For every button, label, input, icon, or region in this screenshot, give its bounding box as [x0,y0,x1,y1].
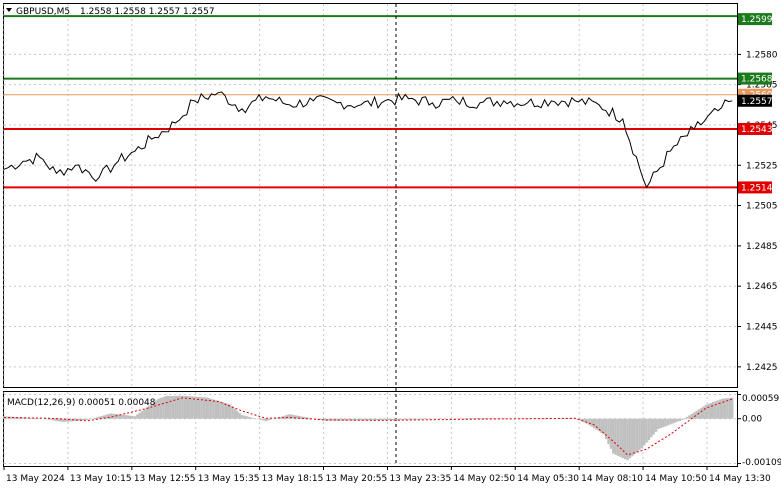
price-panel-frame [3,3,738,388]
resistance-price-tag-label: 1.2568 [741,75,773,85]
support-price-tag [738,122,772,135]
time-tick-label: 13 May 18:15 [262,474,324,484]
resistance-price-tag-label: 1.2599 [741,15,773,25]
macd-tick-label: 0.00059 [742,394,779,404]
time-tick-label: 14 May 05:30 [517,474,579,484]
current-price-tag [738,94,772,107]
macd-title: MACD(12,26,9) 0.00051 0.00048 [7,398,156,408]
time-tick-label: 13 May 23:35 [389,474,451,484]
current-price-tag-label: 1.2557 [741,97,773,107]
price-tick-label: 1.2465 [746,282,778,292]
price-tick-label: 1.2505 [746,202,778,212]
macd-tick-label: -0.00109 [742,458,781,468]
time-tick-label: 13 May 12:55 [134,474,196,484]
price-line [3,91,733,189]
time-tick-label: 14 May 13:30 [709,474,771,484]
time-tick-label: 13 May 2024 [6,474,65,484]
time-tick-label: 13 May 20:55 [326,474,388,484]
time-axis: 13 May 2024 13 May 10:15 13 May 12:55 13 Ma… [3,466,771,484]
time-tick-label: 14 May 10:50 [645,474,707,484]
price-tick-label: 1.2565 [746,81,778,91]
macd-indicator [2,395,734,461]
price-tick-label: 1.2425 [746,363,778,373]
price-tick-label: 1.2525 [746,161,778,171]
price-tick-label: 1.2445 [746,323,778,333]
time-tick-label: 13 May 15:35 [198,474,260,484]
ohlc-values: 1.2558 1.2558 1.2557 1.2557 [80,7,215,17]
symbol-label: GBPUSD,M5 [16,7,70,17]
support-price-tag-label: 1.2514 [741,183,773,193]
price-tick-label: 1.2580 [746,50,778,60]
time-tick-label: 13 May 10:15 [70,474,132,484]
resistance-price-tag [738,72,772,85]
time-tick-label: 14 May 02:50 [453,474,515,484]
macd-tick-label: 0.00 [742,415,762,425]
grid-lines [3,4,737,466]
time-tick-label: 14 May 08:10 [581,474,643,484]
symbol-dropdown-icon[interactable] [6,8,12,12]
horizontal-levels[interactable] [4,15,737,189]
macd-axis: 0.00059 0.00 -0.00109 [737,393,781,468]
support-price-tag-label: 1.2543 [741,125,773,135]
support-price-tag [738,181,772,194]
price-tick-label: 1.2485 [746,242,778,252]
resistance-price-tag [738,13,772,26]
